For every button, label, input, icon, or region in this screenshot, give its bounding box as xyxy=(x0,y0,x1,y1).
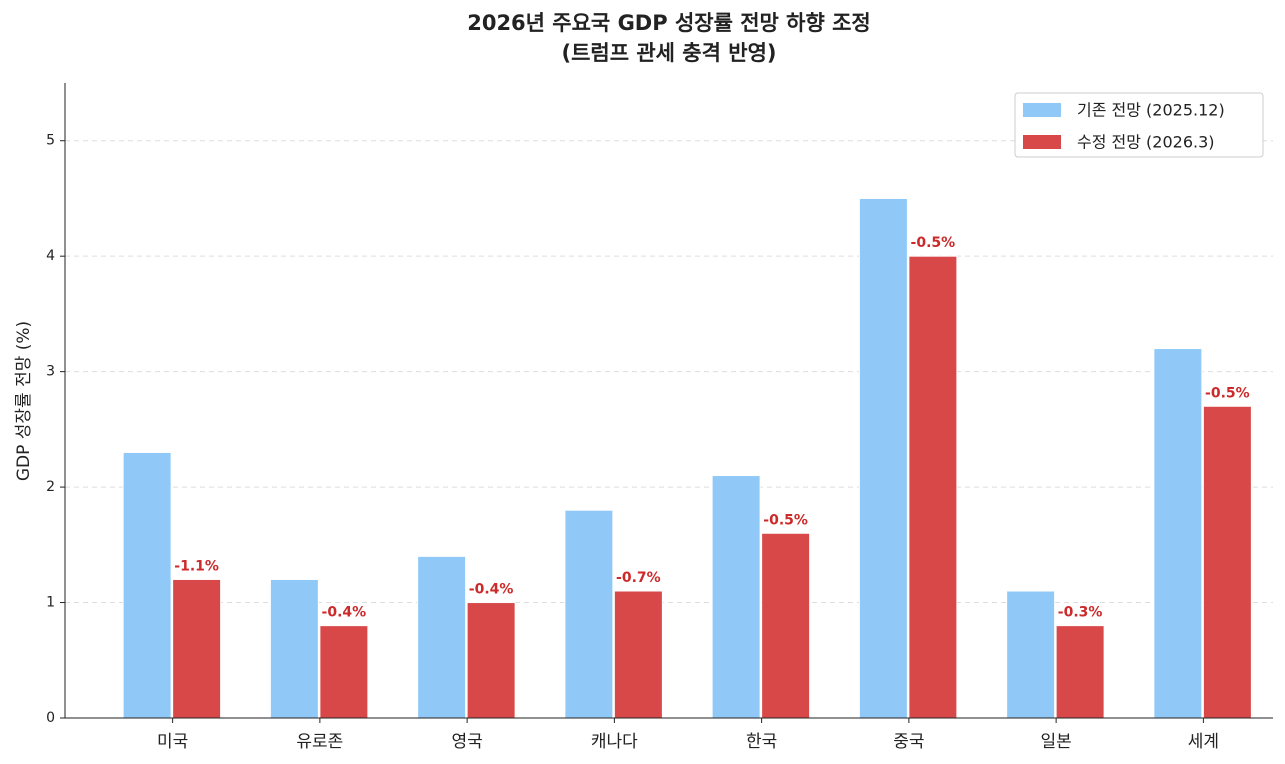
y-axis-label: GDP 성장률 전망 (%) xyxy=(14,321,34,481)
bar xyxy=(1055,625,1105,719)
x-tick-label: 중국 xyxy=(893,732,924,752)
legend-label: 수정 전망 (2026.3) xyxy=(1077,133,1215,152)
bar xyxy=(564,509,614,719)
bar xyxy=(761,532,811,719)
x-tick-label: 유로존 xyxy=(296,732,343,752)
legend-label: 기존 전망 (2025.12) xyxy=(1077,101,1225,120)
annotation: -0.5% xyxy=(1205,385,1250,401)
annotation: -0.4% xyxy=(322,605,367,621)
x-tick-label: 캐나다 xyxy=(591,732,638,752)
y-tick-label: 2 xyxy=(46,479,55,495)
annotation: -0.3% xyxy=(1058,605,1103,621)
x-tick-label: 영국 xyxy=(451,732,482,752)
y-tick-label: 3 xyxy=(46,364,55,380)
bar xyxy=(1006,590,1056,719)
annotation: -0.5% xyxy=(763,512,808,528)
annotation: -0.7% xyxy=(616,570,661,586)
bar xyxy=(908,255,958,719)
x-tick-label: 미국 xyxy=(157,732,188,752)
bar xyxy=(613,590,663,719)
annotation: -1.1% xyxy=(174,558,219,574)
bar xyxy=(417,555,467,719)
bar xyxy=(319,625,369,719)
bar xyxy=(172,578,222,719)
x-tick-label: 일본 xyxy=(1040,732,1071,752)
bar xyxy=(858,197,908,719)
x-tick-label: 세계 xyxy=(1188,732,1219,752)
bar xyxy=(1153,348,1203,719)
bar xyxy=(711,475,761,719)
legend-box xyxy=(1014,92,1264,158)
bar xyxy=(122,451,172,719)
y-tick-label: 4 xyxy=(46,248,55,264)
bar xyxy=(269,578,319,719)
legend-swatch xyxy=(1023,103,1061,117)
annotation: -0.5% xyxy=(911,235,956,251)
bar xyxy=(1202,405,1252,719)
annotation: -0.4% xyxy=(469,582,514,598)
bar xyxy=(466,602,516,719)
legend-swatch xyxy=(1023,135,1061,149)
chart-title: 2026년 주요국 GDP 성장률 전망 하향 조정 xyxy=(467,11,871,35)
chart-subtitle: (트럼프 관세 충격 반영) xyxy=(561,41,776,65)
y-tick-label: 1 xyxy=(46,595,55,611)
y-tick-label: 5 xyxy=(46,133,55,149)
x-tick-label: 한국 xyxy=(746,732,777,752)
y-tick-label: 0 xyxy=(46,710,55,726)
